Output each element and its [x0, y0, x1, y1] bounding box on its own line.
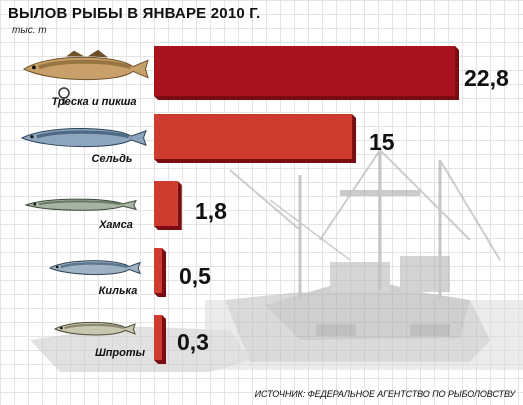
category-label: Сельдь — [92, 153, 133, 165]
bar-face — [154, 46, 455, 96]
category-label: Треска и пикша — [51, 96, 136, 108]
bar-4 — [154, 248, 166, 297]
bar-face — [154, 114, 353, 159]
anchovy-fish-icon — [24, 198, 137, 211]
value-label: 0,3 — [177, 329, 209, 355]
bar-shadow — [154, 181, 182, 230]
bar-shadow — [154, 248, 166, 297]
value-label: 22,8 — [464, 65, 509, 91]
value-label: 15 — [369, 129, 395, 155]
bar-5 — [154, 315, 166, 364]
value-labels-group: 22,8 15 1,8 0,5 0,3 — [177, 65, 509, 355]
value-label: 1,8 — [195, 198, 227, 224]
bar-1 — [154, 46, 459, 100]
herring-fish-icon — [20, 128, 147, 148]
bar-shadow — [154, 315, 166, 364]
bar-face — [154, 181, 178, 226]
bar-face — [154, 248, 162, 293]
category-label: Килька — [99, 285, 138, 297]
bars-group — [154, 46, 459, 364]
bar-3 — [154, 181, 182, 230]
fish-icons-group — [20, 49, 149, 336]
trawler-background-image — [30, 149, 523, 372]
bar-2 — [154, 114, 357, 163]
sprat-fish-icon — [48, 260, 141, 276]
sprats-fish-icon — [53, 321, 136, 336]
value-label: 0,5 — [179, 263, 211, 289]
category-label: Шпроты — [95, 347, 146, 359]
category-label: Хамса — [98, 219, 133, 231]
cod-fish-icon — [23, 49, 149, 105]
unit-label: тыс. т — [12, 25, 47, 36]
chart-title: ВЫЛОВ РЫБЫ В ЯНВАРЕ 2010 Г. — [8, 5, 261, 22]
bar-face — [154, 315, 162, 360]
category-labels-group: Треска и пикша Сельдь Хамса Килька Шпроты — [51, 96, 145, 359]
source-note: ИСТОЧНИК: ФЕДЕРАЛЬНОЕ АГЕНТСТВО ПО РЫБОЛ… — [254, 389, 515, 399]
